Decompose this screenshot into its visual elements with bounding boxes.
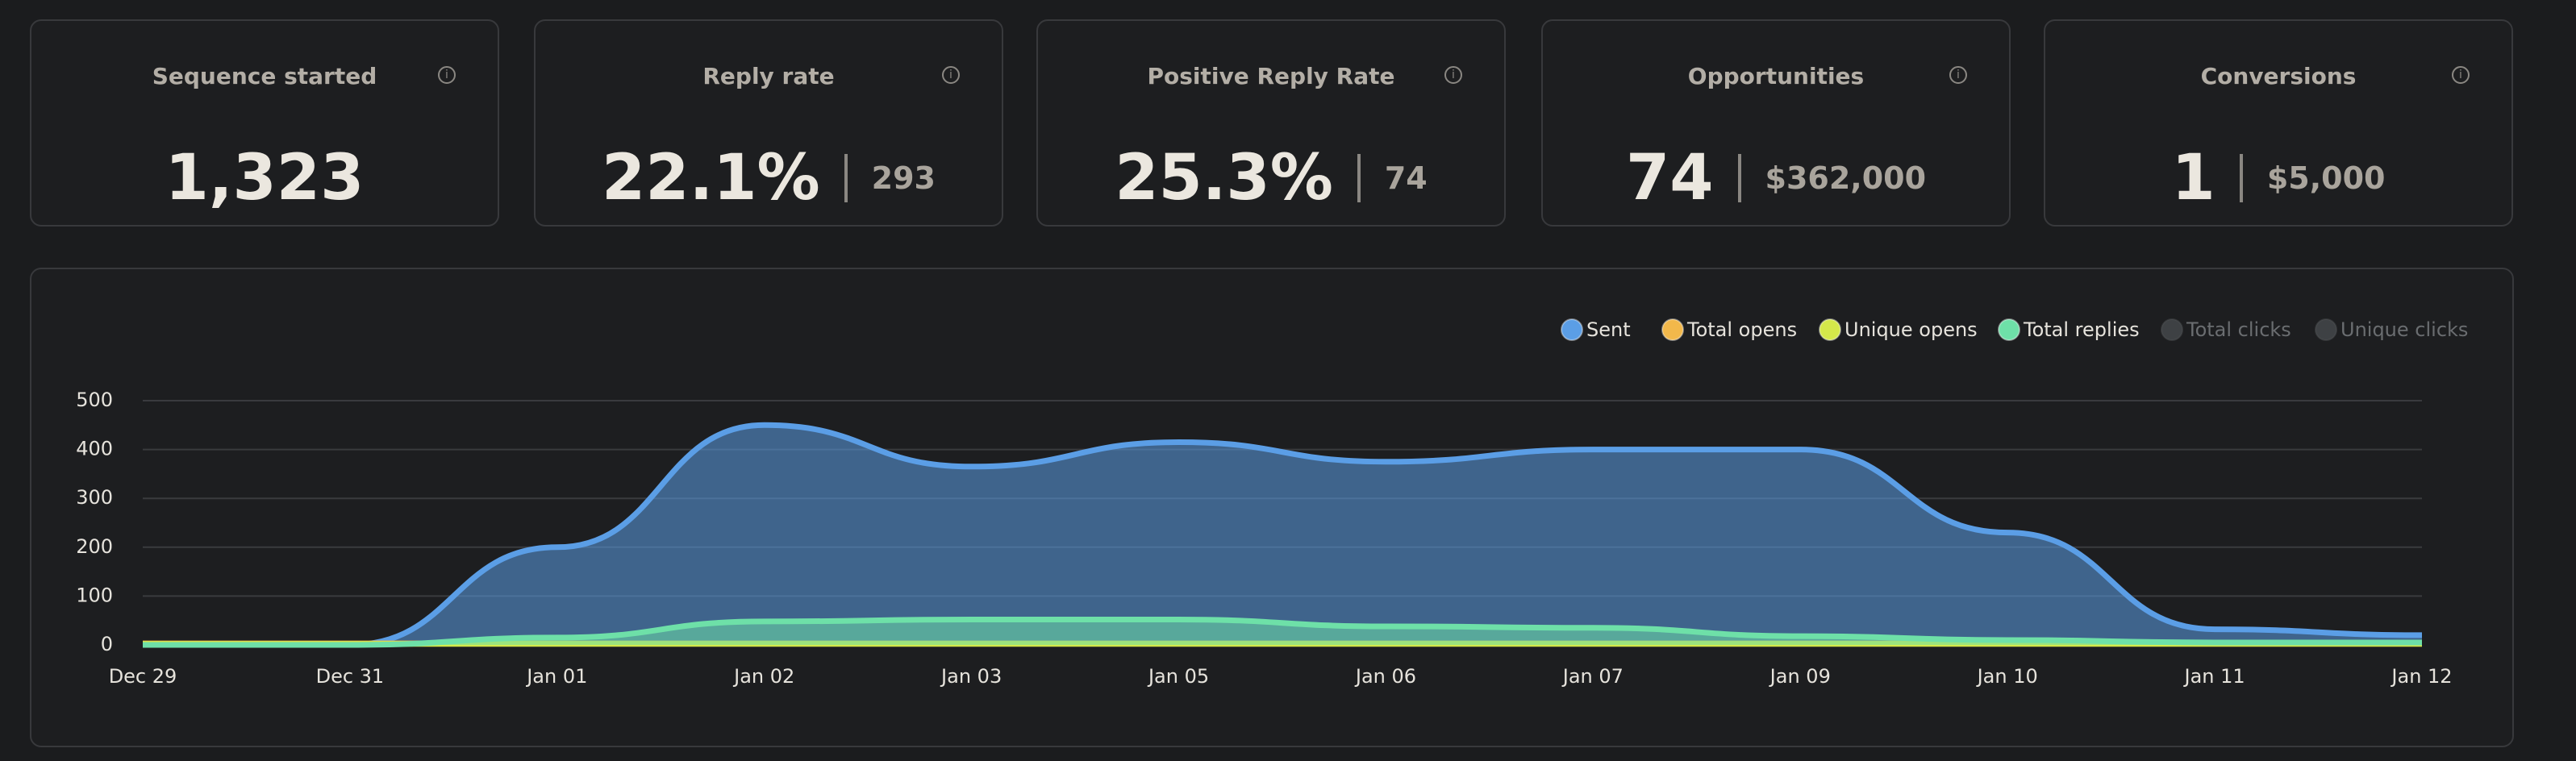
stat-card: Reply rate i 22.1% 293 [534,19,1003,227]
stat-card: Conversions i 1 $5,000 [2044,19,2513,227]
area-fill [143,425,2422,645]
legend-label[interactable]: Unique opens [1844,318,1978,341]
stat-row: 1 $5,000 [2045,142,2511,214]
separator [1737,154,1741,202]
info-icon[interactable]: i [942,66,960,84]
legend-swatch[interactable] [1819,318,1841,341]
stat-label: Sequence started [152,63,377,89]
x-tick-label: Jan 05 [1147,665,1209,688]
separator [1357,154,1361,202]
legend-label[interactable]: Total opens [1686,318,1797,341]
separator [844,154,848,202]
info-icon[interactable]: i [1949,66,1967,84]
legend-label[interactable]: Sent [1586,318,1631,341]
area-line [143,616,2422,648]
stat-card: Positive Reply Rate i 25.3% 74 [1036,19,1506,227]
legend-swatch[interactable] [1998,318,2020,341]
stat-value: 1,323 [165,142,365,214]
stat-secondary: 74 [1384,160,1428,196]
y-tick-label: 200 [76,535,113,558]
x-tick-label: Jan 02 [732,665,794,688]
area-line [143,422,2423,648]
x-tick-label: Jan 10 [1976,665,2038,688]
stat-value: 22.1% [602,142,820,214]
y-tick-label: 300 [76,486,113,509]
x-tick-label: Jan 12 [2390,665,2452,688]
y-tick-label: 100 [76,584,113,606]
legend-swatch[interactable] [2161,318,2183,341]
y-tick-label: 500 [76,389,113,411]
legend-label[interactable]: Total replies [2023,318,2140,341]
stat-value: 1 [2171,142,2215,214]
legend-label[interactable]: Total clicks [2186,318,2291,341]
y-tick-label: 400 [76,438,113,460]
info-icon[interactable]: i [1444,66,1462,84]
stat-value: 74 [1625,142,1714,214]
x-tick-label: Jan 09 [1769,665,1831,688]
x-tick-label: Dec 31 [316,665,385,688]
stat-row: 22.1% 293 [536,142,1002,214]
separator [2239,154,2243,202]
x-tick-label: Dec 29 [109,665,177,688]
stat-secondary: 293 [871,160,936,196]
stat-row: 25.3% 74 [1038,142,1504,214]
stat-card: Sequence started i 1,323 [30,19,499,227]
stat-label: Reply rate [702,63,835,89]
stat-label: Conversions [2200,63,2357,89]
info-icon[interactable]: i [438,66,456,84]
legend-swatch[interactable] [2315,318,2337,341]
x-tick-label: Jan 06 [1354,665,1416,688]
stat-label: Positive Reply Rate [1147,63,1395,89]
x-tick-label: Jan 03 [940,665,1002,688]
stat-value: 25.3% [1115,142,1333,214]
x-tick-label: Jan 01 [525,665,587,688]
legend-swatch[interactable] [1661,318,1684,341]
stat-row: 74 $362,000 [1543,142,2009,214]
stat-row: 1,323 [31,142,498,214]
stat-label: Opportunities [1687,63,1865,89]
legend-swatch[interactable] [1561,318,1583,341]
legend-label[interactable]: Unique clicks [2340,318,2468,341]
stat-secondary: $5,000 [2266,160,2386,196]
stat-card: Opportunities i 74 $362,000 [1541,19,2011,227]
info-icon[interactable]: i [2452,66,2470,84]
x-tick-label: Jan 11 [2183,665,2245,688]
x-tick-label: Jan 07 [1561,665,1624,688]
y-tick-label: 0 [101,633,113,655]
stat-secondary: $362,000 [1765,160,1927,196]
